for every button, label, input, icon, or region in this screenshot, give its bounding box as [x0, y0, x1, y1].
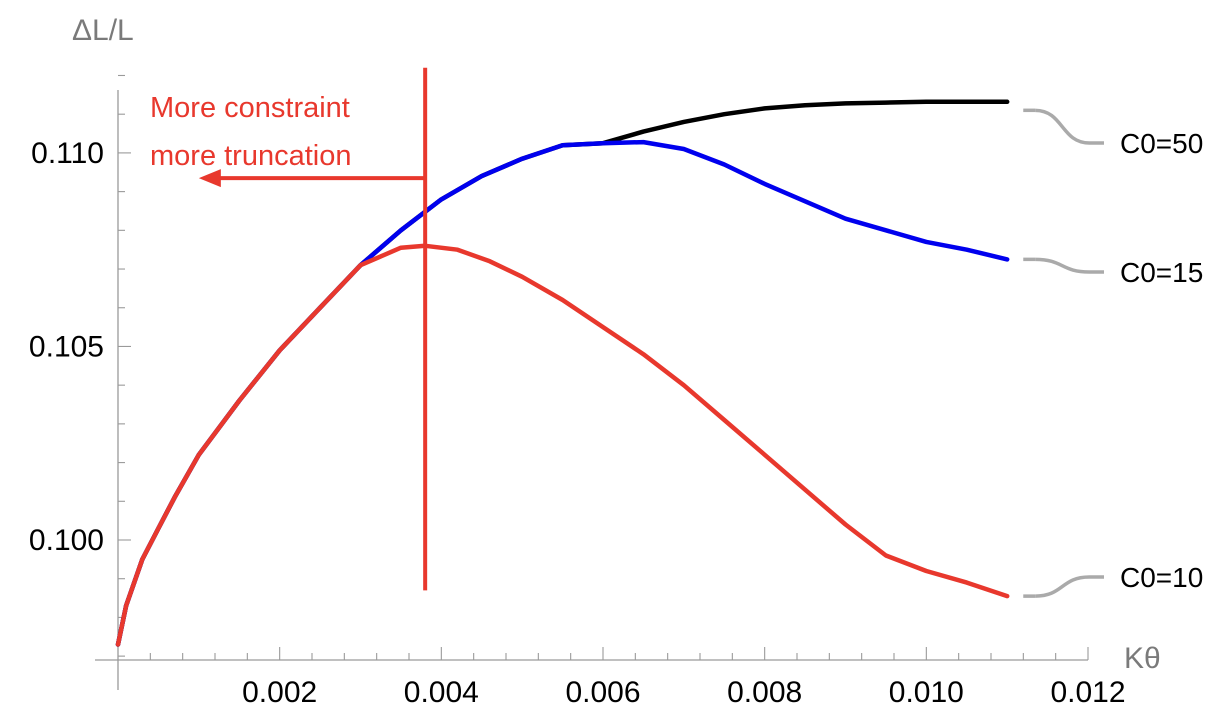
y-axis-label: ΔL/L: [72, 14, 134, 47]
annotation-arrowhead: [198, 169, 221, 188]
series-line-c0-15: [115, 139, 1010, 647]
x-tick-label: 0.004: [404, 676, 479, 709]
annotation-layer: More constraint more truncation: [150, 67, 428, 591]
series-callout-line: [1035, 575, 1104, 598]
series-line-c0-50: [115, 99, 1010, 647]
annotation-text-line2: more truncation: [150, 140, 352, 172]
x-tick-label: 0.006: [565, 676, 640, 709]
annotation-text-line1: More constraint: [150, 92, 350, 124]
series-label-c0-50: C0=50: [1120, 128, 1203, 159]
series-label-layer: C0=50 C0=15 C0=10: [1023, 108, 1203, 598]
series-layer: [115, 99, 1010, 647]
y-tick-label: 0.105: [29, 330, 104, 363]
x-tick-label: 0.012: [1050, 676, 1125, 709]
series-callout-line: [1035, 257, 1104, 274]
x-tick-label: 0.010: [889, 676, 964, 709]
series-callout-line: [1035, 108, 1104, 145]
series-label-c0-10: C0=10: [1120, 562, 1203, 593]
x-axis-label: Kθ: [1124, 642, 1161, 675]
x-tick-label: 0.002: [242, 676, 317, 709]
x-tick-label: 0.008: [727, 676, 802, 709]
axes: 0.002 0.004 0.006 0.008 0.010 0.012 0.100 0.105…: [29, 14, 1161, 709]
y-tick-label: 0.110: [31, 137, 104, 170]
series-line-c0-10: [115, 243, 1010, 647]
y-tick-label: 0.100: [29, 524, 104, 557]
series-label-c0-15: C0=15: [1120, 257, 1203, 288]
